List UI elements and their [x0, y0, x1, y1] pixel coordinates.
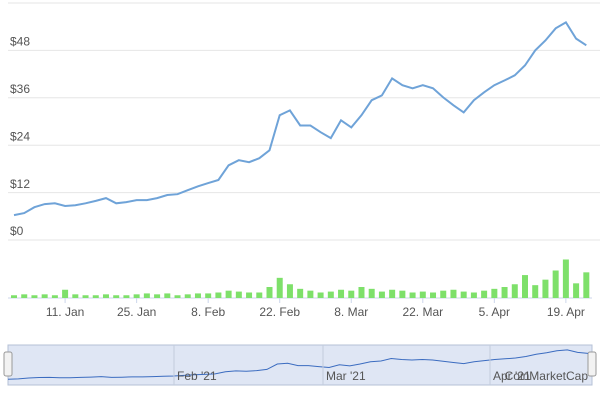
x-tick-label: 11. Jan: [46, 305, 84, 319]
volume-bar: [532, 285, 539, 298]
volume-bar: [348, 290, 355, 298]
volume-bar: [583, 272, 590, 298]
volume-bar: [317, 292, 324, 298]
volume-bar: [440, 290, 447, 298]
navigator-label: Apr '21: [493, 369, 531, 383]
volume-bar: [511, 284, 518, 298]
y-tick-label: $24: [10, 129, 30, 143]
volume-bar: [62, 289, 69, 298]
volume-bar: [11, 295, 17, 298]
volume-bar: [573, 283, 580, 298]
navigator-handle[interactable]: [587, 351, 597, 377]
volume-bar: [399, 290, 406, 298]
x-tick-label: 5. Apr: [479, 305, 510, 319]
y-tick-label: $60: [10, 0, 30, 1]
volume-bar: [174, 295, 181, 298]
volume-bar: [123, 295, 130, 298]
volume-bar: [205, 293, 212, 298]
volume-bar: [164, 293, 171, 298]
volume-bar: [215, 292, 222, 298]
volume-bar: [327, 291, 334, 298]
volume-bar: [481, 290, 488, 298]
volume-bar: [41, 294, 48, 298]
volume-bar: [409, 292, 416, 298]
volume-bar: [184, 294, 191, 298]
volume-bar: [542, 279, 549, 298]
volume-bar: [460, 291, 467, 298]
volume-bar: [491, 288, 498, 298]
volume-bar: [430, 292, 437, 298]
x-tick-label: 8. Feb: [191, 305, 225, 319]
volume-bar: [450, 289, 457, 298]
volume-bar: [21, 294, 28, 298]
navigator-label: Feb '21: [177, 369, 217, 383]
volume-bar: [368, 288, 375, 298]
navigator-line: [7, 349, 589, 380]
volume-bar: [286, 284, 293, 298]
volume-bar: [102, 294, 109, 298]
volume-bar: [266, 287, 273, 298]
x-tick-label: 22. Feb: [259, 305, 300, 319]
volume-bar: [235, 291, 242, 298]
volume-bar: [378, 291, 385, 298]
volume-bar: [113, 295, 120, 298]
x-tick-label: 25. Jan: [117, 305, 156, 319]
y-tick-label: $48: [10, 35, 30, 49]
navigator-label: Mar '21: [326, 369, 366, 383]
volume-bar: [552, 270, 559, 298]
volume-bar: [297, 288, 304, 298]
price-line: [13, 21, 587, 217]
volume-bar: [246, 292, 253, 298]
volume-bar: [133, 294, 140, 298]
volume-bar: [470, 292, 477, 298]
volume-bar: [338, 289, 345, 298]
volume-bar: [51, 295, 58, 298]
x-tick-label: 22. Mar: [402, 305, 443, 319]
volume-bar: [419, 291, 426, 298]
y-tick-label: $36: [10, 82, 30, 96]
volume-bar: [194, 293, 201, 298]
volume-bar: [82, 295, 89, 298]
volume-bar: [92, 295, 99, 298]
volume-bar: [276, 277, 283, 298]
volume-bar: [143, 293, 150, 298]
y-tick-label: $12: [10, 177, 30, 191]
x-tick-label: 19. Apr: [547, 305, 585, 319]
volume-bar: [72, 294, 79, 298]
volume-bar: [154, 294, 161, 298]
watermark: CoinMarketCap: [505, 369, 589, 383]
volume-bar: [501, 287, 508, 298]
y-tick-label: $0: [10, 224, 24, 238]
x-tick-label: 8. Mar: [334, 305, 368, 319]
volume-bar: [358, 287, 365, 298]
volume-bar: [307, 290, 314, 298]
volume-bar: [31, 295, 38, 298]
volume-bar: [225, 290, 232, 298]
volume-bar: [256, 292, 263, 298]
volume-bar: [389, 289, 396, 298]
volume-bar: [522, 275, 528, 298]
navigator-handle[interactable]: [3, 351, 13, 377]
navigator: [7, 344, 593, 386]
volume-bar: [562, 259, 569, 298]
